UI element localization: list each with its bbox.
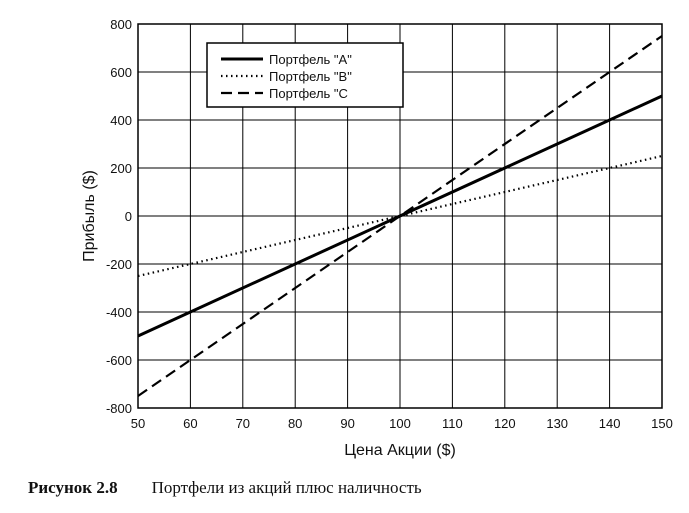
caption-text: Портфели из акций плюс наличность	[151, 478, 422, 497]
x-tick-label: 120	[494, 416, 516, 431]
y-tick-label: 400	[110, 113, 132, 128]
x-axis-title: Цена Акции ($)	[344, 442, 456, 459]
x-tick-label: 60	[183, 416, 197, 431]
series-line-0	[137, 94, 663, 338]
x-tick-label: 110	[442, 416, 463, 431]
legend-label-0: Портфель "A"	[269, 52, 352, 67]
y-tick-labels: -800 -600 -400 -200 0 200 400 600 800	[106, 17, 132, 416]
legend-box	[206, 42, 404, 108]
legend-label-2: Портфель "C	[269, 86, 348, 101]
y-tick-label: 200	[110, 161, 132, 176]
series-line-2	[137, 35, 663, 397]
figure-caption: Рисунок 2.8 Портфели из акций плюс наличн…	[28, 478, 422, 498]
y-tick-label: -200	[106, 257, 132, 272]
x-tick-label: 70	[236, 416, 250, 431]
y-tick-label: 800	[110, 17, 132, 32]
caption-label: Рисунок 2.8	[28, 478, 118, 497]
x-tick-label: 140	[599, 416, 621, 431]
legend: Портфель "A" Портфель "B" Портфель "C	[206, 42, 404, 108]
x-tick-label: 50	[131, 416, 145, 431]
x-tick-label: 150	[651, 416, 673, 431]
x-tick-labels: 50 60 70 80 90 100 110 120 130 140 150	[131, 416, 673, 431]
x-tick-label: 130	[546, 416, 568, 431]
y-tick-label: -600	[106, 353, 132, 368]
y-tick-label: 600	[110, 65, 132, 80]
x-tick-label: 90	[340, 416, 354, 431]
chart: 50 60 70 80 90 100 110 120 130 140 150 -800 -600 -40…	[81, 17, 673, 459]
legend-label-1: Портфель "B"	[269, 69, 352, 84]
y-axis-title: Прибыль ($)	[81, 170, 98, 262]
x-tick-label: 100	[389, 416, 411, 431]
y-tick-label: -400	[106, 305, 132, 320]
y-tick-label: -800	[106, 401, 132, 416]
plot-frame	[137, 23, 663, 409]
x-tick-label: 80	[288, 416, 302, 431]
series-lines	[137, 35, 663, 397]
y-tick-label: 0	[125, 209, 132, 224]
